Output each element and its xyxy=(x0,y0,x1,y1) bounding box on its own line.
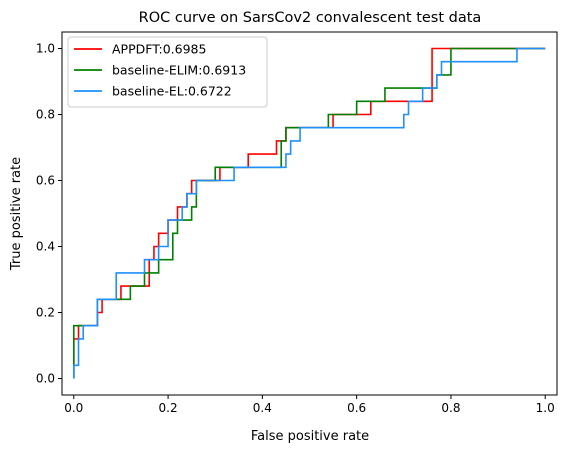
y-tick-label: 0.4 xyxy=(36,240,55,254)
x-axis-ticks: 0.0 0.2 0.4 0.6 0.8 1.0 xyxy=(64,395,555,415)
x-tick-label: 0.8 xyxy=(441,401,460,415)
legend-label-0: APPDFT:0.6985 xyxy=(112,42,206,57)
plot-frame xyxy=(61,31,558,396)
x-tick-label: 0.4 xyxy=(253,401,272,415)
x-tick-label: 0.2 xyxy=(159,401,178,415)
legend: APPDFT:0.6985 baseline-ELIM:0.6913 baselin… xyxy=(67,36,268,108)
y-axis-ticks: 0.0 0.2 0.4 0.6 0.8 1.0 xyxy=(36,42,62,386)
series-layer xyxy=(72,47,546,379)
y-tick-label: 1.0 xyxy=(36,42,55,56)
x-tick-label: 0.6 xyxy=(347,401,366,415)
y-tick-label: 0.8 xyxy=(36,108,55,122)
y-tick-label: 0.6 xyxy=(36,174,55,188)
series-line-2 xyxy=(72,47,546,379)
legend-box xyxy=(67,36,268,108)
legend-label-1: baseline-ELIM:0.6913 xyxy=(112,63,246,78)
x-axis-label: False positive rate xyxy=(251,429,369,444)
x-tick-label: 1.0 xyxy=(536,401,555,415)
chart-title: ROC curve on SarsCov2 convalescent test … xyxy=(139,10,482,26)
x-tick-label: 0.0 xyxy=(64,401,83,415)
plot-area: 0.0 0.2 0.4 0.6 0.8 1.0 0.0 0.2 0.4 0.6 0.8 1.0 xyxy=(36,31,558,415)
legend-label-2: baseline-EL:0.6722 xyxy=(112,84,232,99)
y-tick-label: 0.2 xyxy=(36,306,55,320)
y-axis-label: True positive rate xyxy=(9,157,24,271)
y-tick-label: 0.0 xyxy=(36,372,55,386)
